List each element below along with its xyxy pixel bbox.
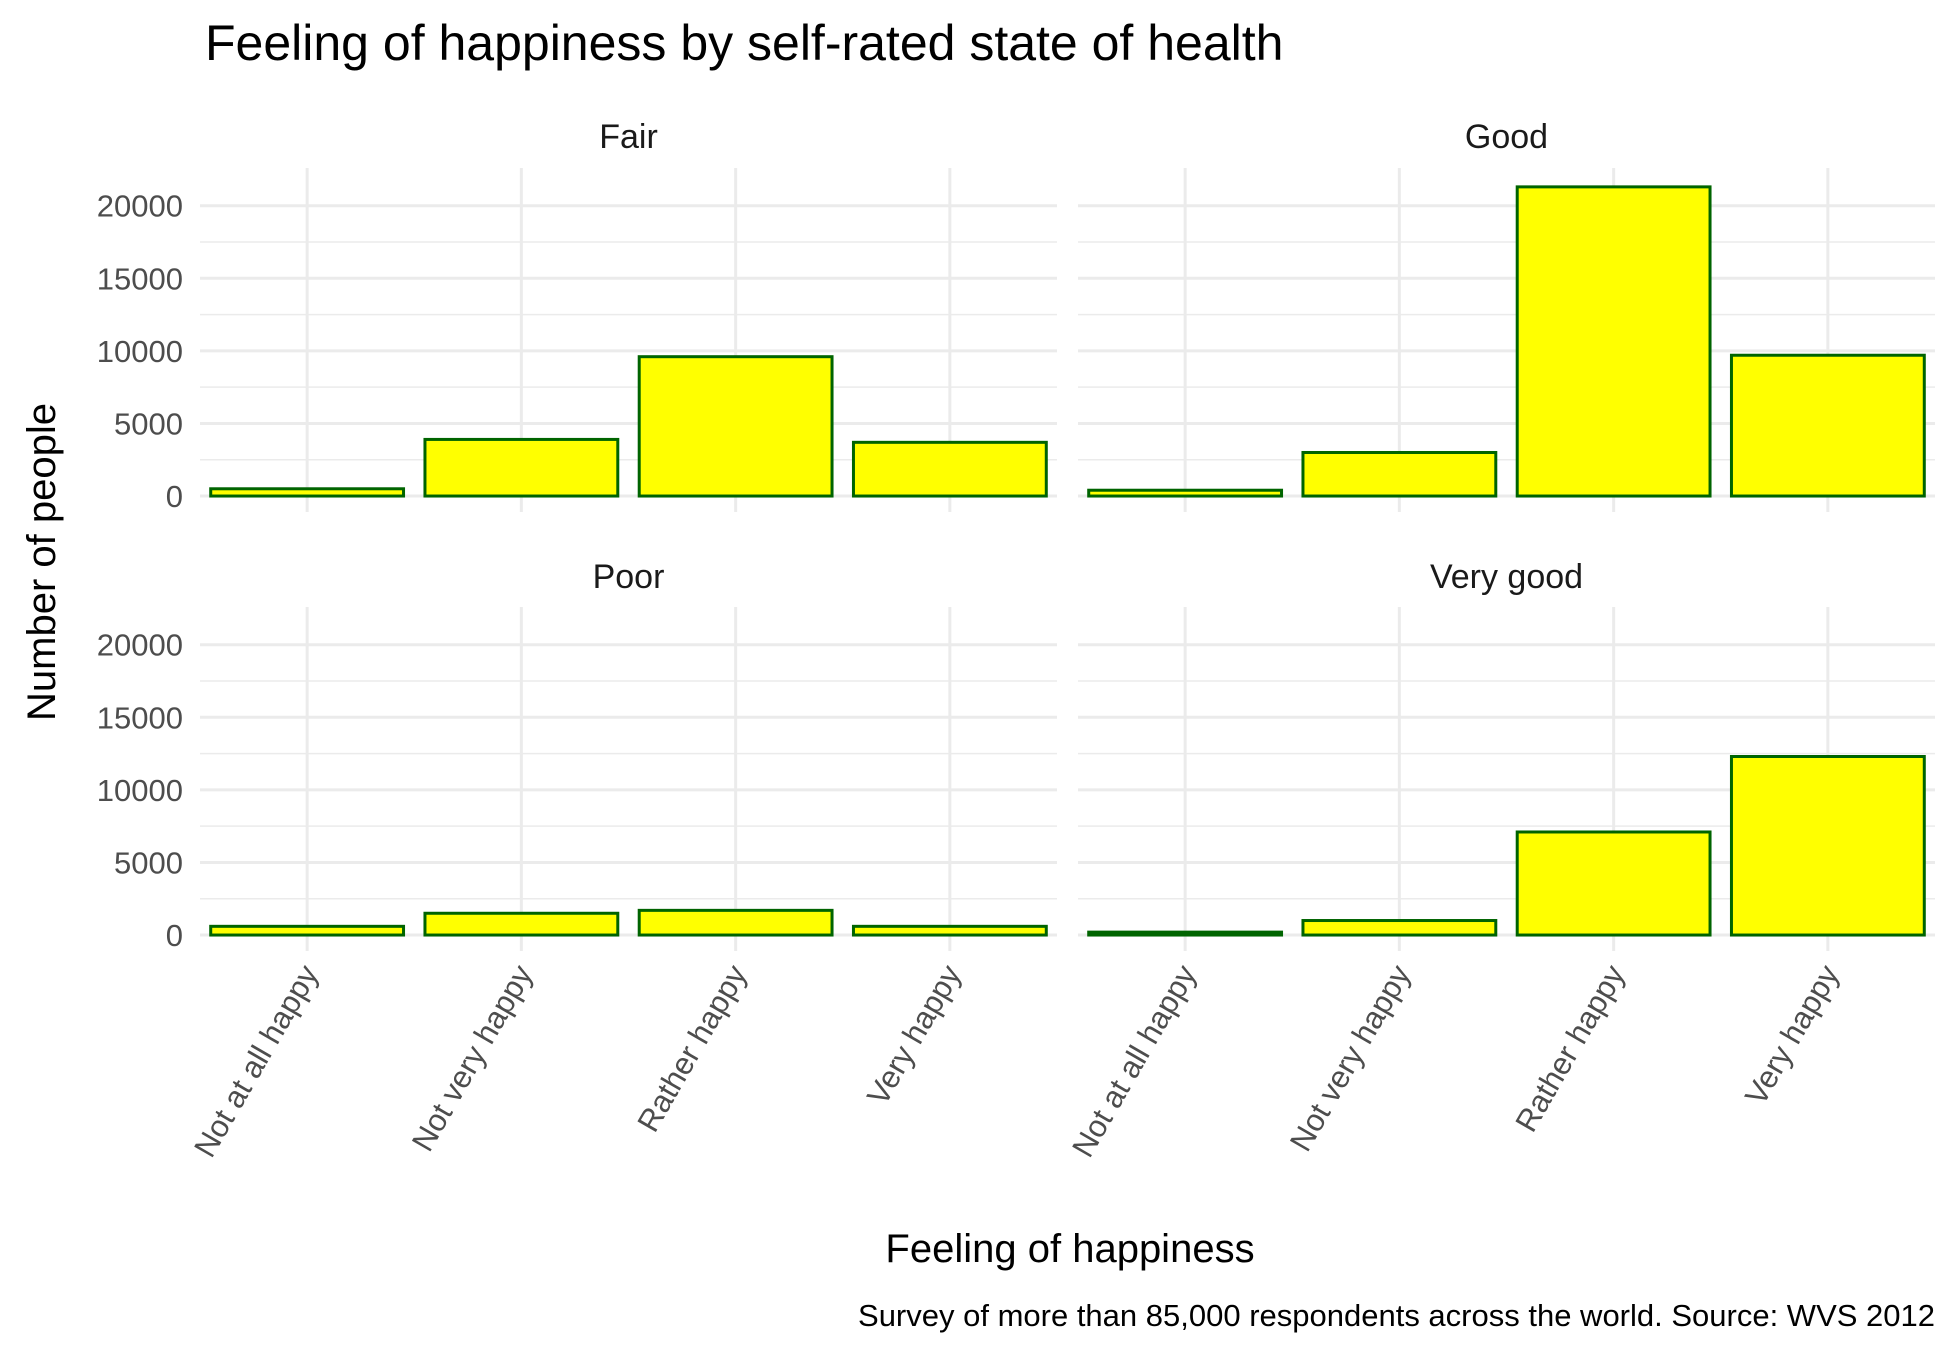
panel-fair: 0 5000 10000 15000 20000 Fair: [97, 118, 1057, 514]
bar-very-good-very-happy: [1729, 755, 1926, 937]
y-tick-label-10000: 10000: [97, 334, 183, 369]
bar-poor-not-very-happy: [423, 911, 620, 937]
x-tick-label-rather-happy: Rather happy: [630, 959, 754, 1138]
x-tick-label-not-at-all-happy: Not at all happy: [187, 959, 325, 1163]
panel-good: Good: [1078, 118, 1935, 512]
x-tick-label-very-happy: Very happy: [1738, 959, 1846, 1111]
y-tick-label-0: 0: [166, 479, 183, 514]
chart-caption: Survey of more than 85,000 respondents a…: [858, 1298, 1935, 1333]
x-tick-label-not-very-happy: Not very happy: [405, 959, 540, 1157]
bar-good-not-at-all-happy: [1087, 488, 1284, 498]
bar-fair-rather-happy: [637, 355, 834, 498]
x-tick-label-rather-happy: Rather happy: [1508, 959, 1632, 1138]
panel-very-good: Very good Not at all happy Not very happy R…: [1065, 558, 1935, 1163]
x-tick-label-not-very-happy: Not very happy: [1283, 959, 1418, 1157]
bar-very-good-rather-happy: [1515, 830, 1712, 937]
facet-label-poor: Poor: [593, 558, 665, 596]
panels-layer: 0 5000 10000 15000 20000 Fair Good 0 5000 10000 15…: [97, 118, 1935, 1163]
y-tick-label-10000: 10000: [97, 773, 183, 808]
bar-good-not-very-happy: [1301, 450, 1498, 498]
bar-very-good-not-very-happy: [1301, 919, 1498, 937]
x-axis-title: Feeling of happiness: [885, 1227, 1254, 1271]
bar-fair-not-at-all-happy: [209, 487, 406, 498]
y-tick-label-5000: 5000: [114, 406, 183, 441]
facet-label-good: Good: [1465, 118, 1548, 156]
bar-good-rather-happy: [1515, 185, 1712, 498]
facet-label-very-good: Very good: [1430, 558, 1583, 596]
bar-fair-very-happy: [851, 440, 1048, 498]
bar-poor-not-at-all-happy: [209, 924, 406, 937]
facet-label-fair: Fair: [599, 118, 658, 156]
panel-poor: 0 5000 10000 15000 20000 Poor Not at all happy…: [97, 558, 1057, 1163]
y-tick-label-20000: 20000: [97, 189, 183, 224]
y-tick-label-15000: 15000: [97, 700, 183, 735]
y-tick-label-0: 0: [166, 918, 183, 953]
bar-good-very-happy: [1729, 353, 1926, 498]
y-tick-label-20000: 20000: [97, 628, 183, 663]
bar-very-good-not-at-all-happy: [1087, 930, 1284, 937]
y-tick-label-5000: 5000: [114, 845, 183, 880]
x-tick-label-very-happy: Very happy: [860, 959, 968, 1111]
x-tick-label-not-at-all-happy: Not at all happy: [1065, 959, 1203, 1163]
bar-poor-very-happy: [851, 924, 1048, 937]
bar-fair-not-very-happy: [423, 437, 620, 498]
y-tick-label-15000: 15000: [97, 261, 183, 296]
bar-poor-rather-happy: [637, 908, 834, 937]
chart-title: Feeling of happiness by self-rated state…: [205, 15, 1283, 71]
y-axis-title: Number of people: [20, 403, 64, 721]
